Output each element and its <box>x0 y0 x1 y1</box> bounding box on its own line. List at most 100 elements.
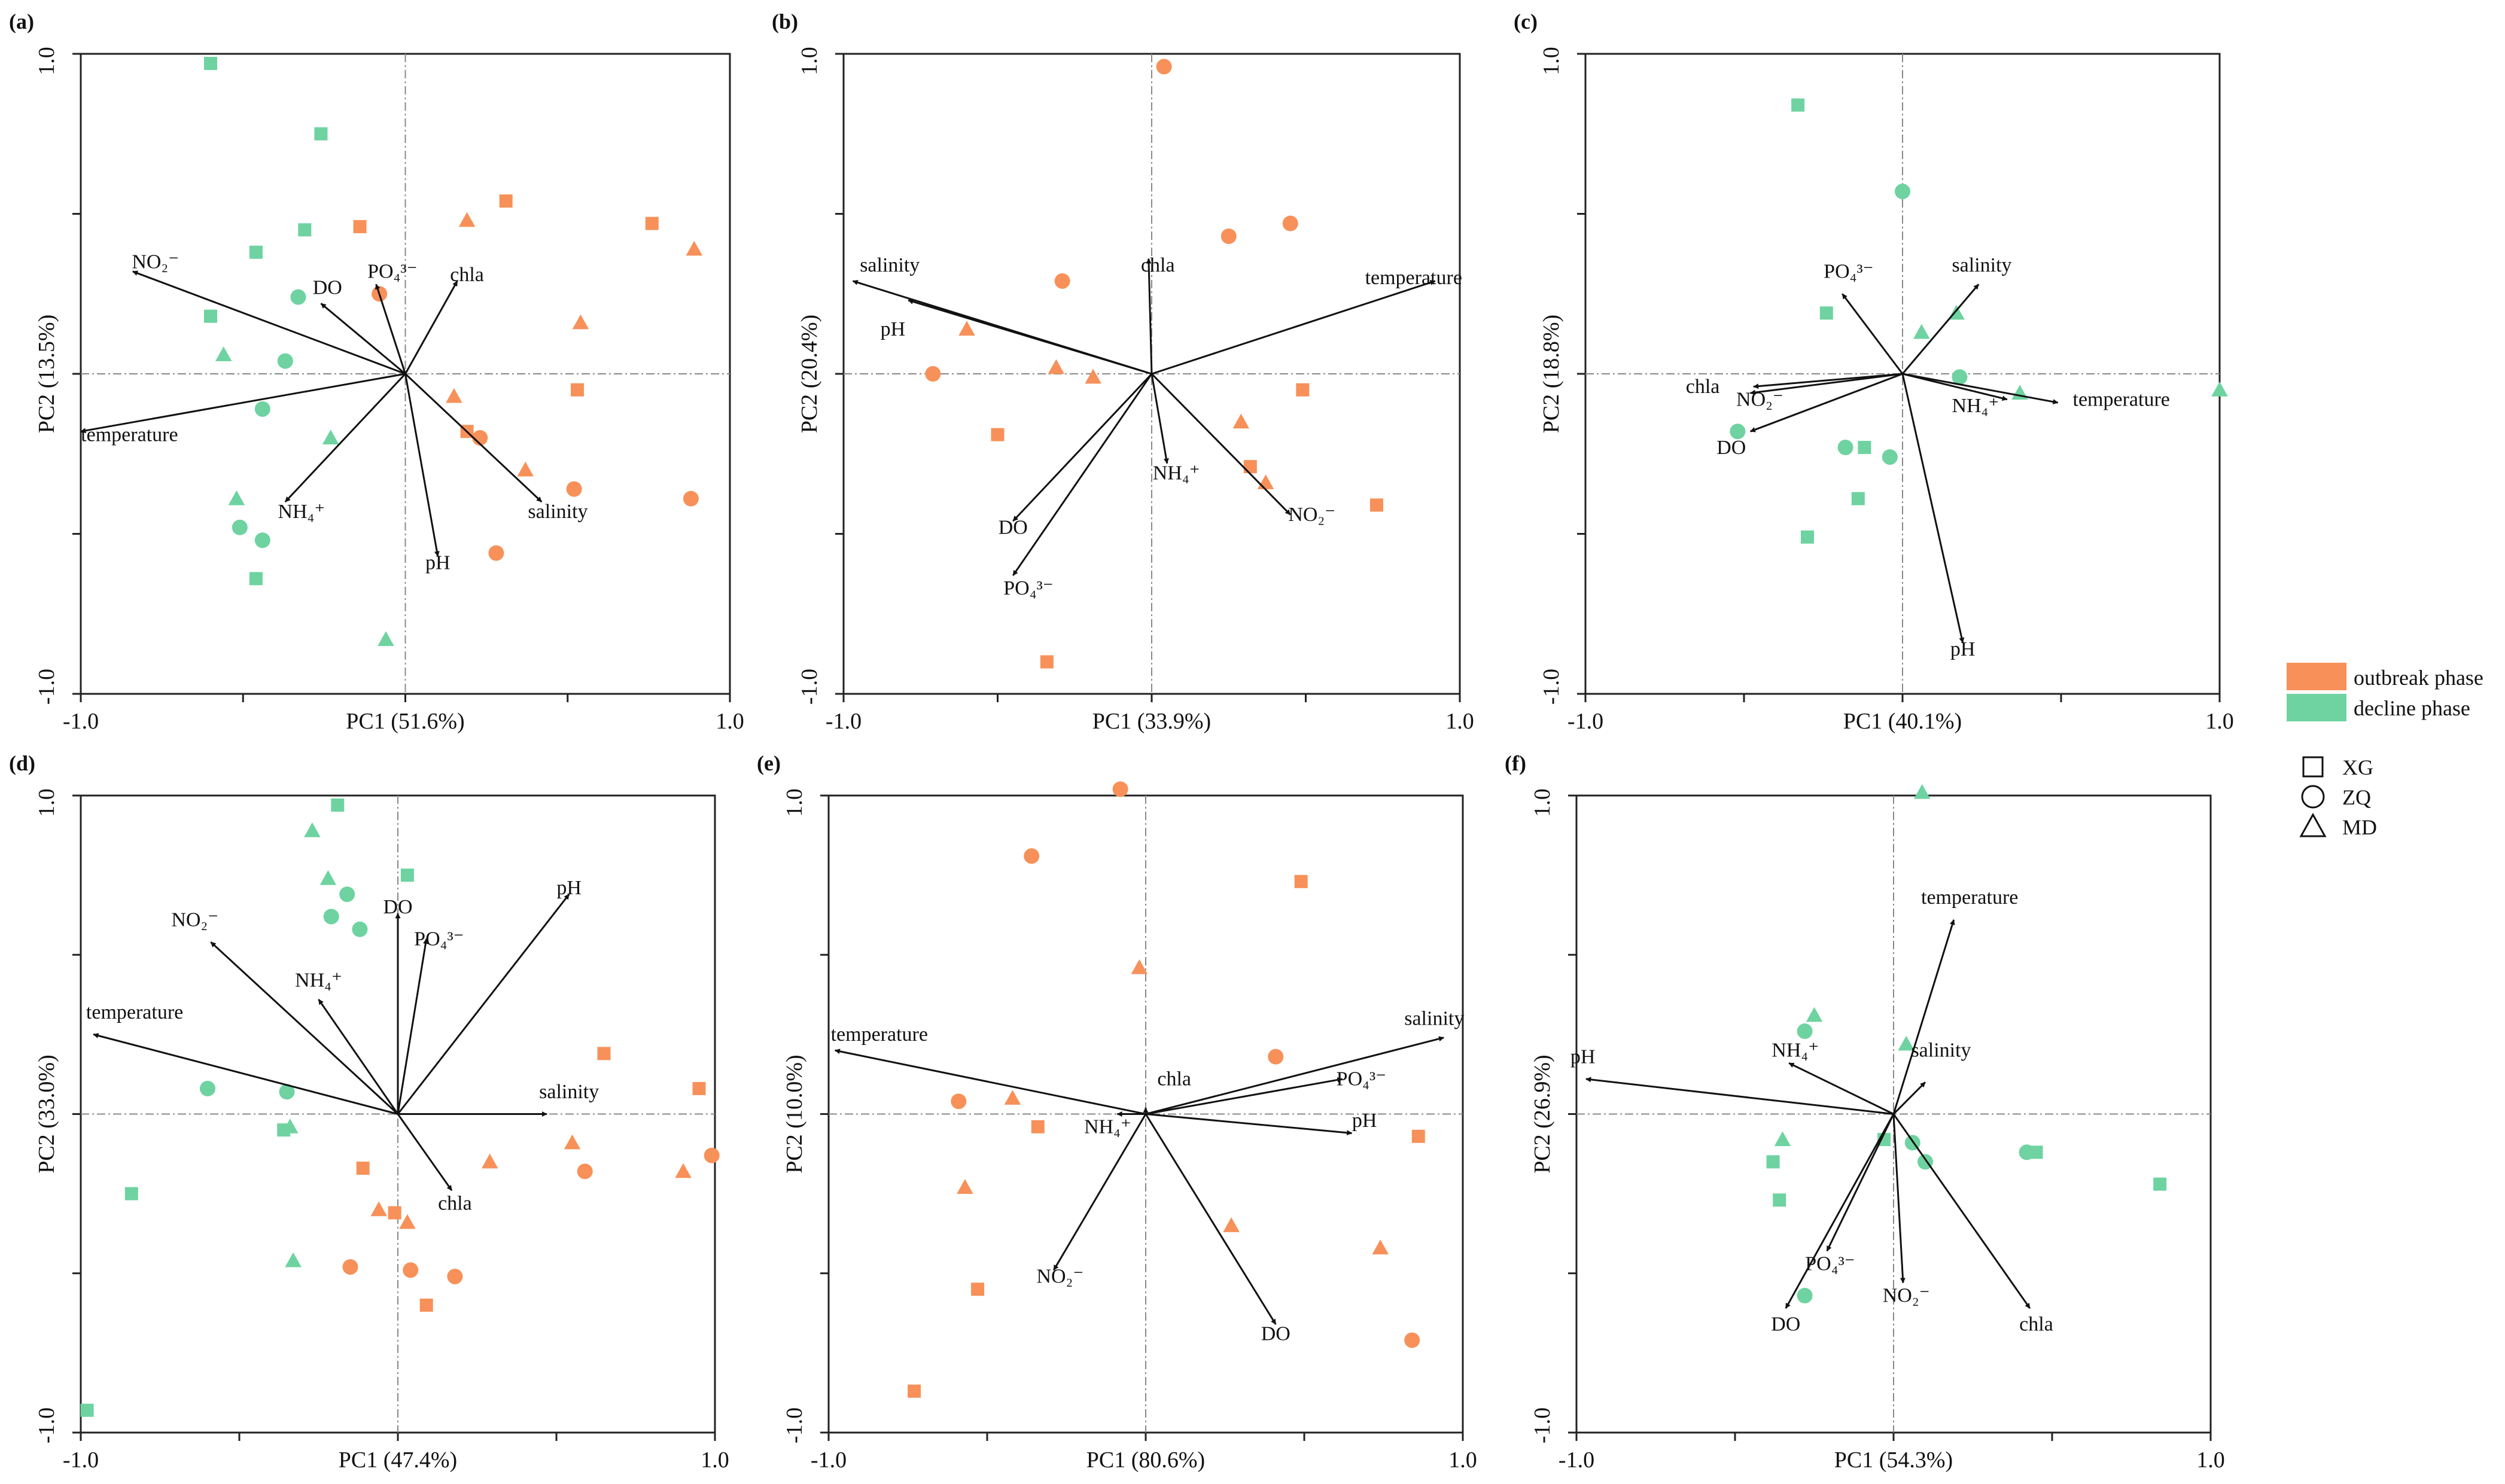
x-tick-label: -1.0 <box>1559 1448 1594 1473</box>
loading-vector <box>404 281 458 374</box>
point-triangle-decline <box>322 429 339 444</box>
point-triangle-outbreak <box>1372 1239 1389 1255</box>
loading-vector <box>1012 373 1153 576</box>
vector-label: NO₂⁻ <box>171 909 218 931</box>
point-square-decline <box>249 245 263 259</box>
panels-layer: (a) -1.0 1.0 1.0 -1.0 PC1 (51.6%) PC2 (13.5%) N… <box>9 10 2234 1473</box>
point-triangle-decline <box>285 1252 302 1267</box>
point-triangle-decline <box>1774 1131 1791 1147</box>
point-square-decline <box>1851 492 1865 505</box>
loading-vector <box>1146 258 1153 374</box>
vector-label: chla <box>450 264 484 286</box>
vector-label: DO <box>999 517 1028 539</box>
point-circle-decline <box>200 1080 215 1096</box>
point-circle-decline <box>339 886 355 903</box>
point-circle-decline <box>1797 1288 1813 1304</box>
point-square-outbreak <box>571 383 585 397</box>
vector-label: pH <box>1570 1046 1596 1068</box>
point-triangle-outbreak <box>675 1163 692 1178</box>
legend: outbreak phase decline phase XG ZQ MD <box>2287 663 2483 839</box>
x-tick-label: -1.0 <box>63 1448 99 1473</box>
y-tick-label: 1.0 <box>34 47 59 75</box>
vector-label: chla <box>1686 376 1720 398</box>
point-square-outbreak <box>419 1299 433 1312</box>
loading-vector <box>320 303 406 375</box>
panel-label: (e) <box>757 751 781 775</box>
point-square-decline <box>204 309 217 323</box>
point-triangle-decline <box>1913 784 1931 799</box>
legend-label-outbreak: outbreak phase <box>2354 666 2483 690</box>
loading-vector <box>1053 1113 1147 1271</box>
point-square-decline <box>314 127 328 141</box>
vector-label: DO <box>313 276 342 298</box>
y-axis-title: PC2 (10.0%) <box>782 1055 807 1173</box>
vector-label: temperature <box>81 423 178 446</box>
legend-marker-circle <box>2301 785 2325 809</box>
legend-swatch-outbreak <box>2287 663 2346 690</box>
point-circle-outbreak <box>1404 1332 1420 1348</box>
loading-vector <box>1585 1077 1894 1115</box>
point-circle-outbreak <box>925 366 941 382</box>
x-tick-label: 1.0 <box>701 1448 729 1473</box>
point-circle-outbreak <box>447 1269 463 1285</box>
point-circle-decline <box>2019 1144 2035 1160</box>
loading-vector <box>93 1033 398 1115</box>
point-triangle-outbreak <box>446 388 462 403</box>
panel-label: (b) <box>772 10 798 33</box>
panel-c: (c) -1.0 1.0 1.0 -1.0 PC1 (40.1%) PC2 (18.8%) P… <box>1514 10 2234 734</box>
vector-label: chla <box>1141 254 1175 276</box>
loading-vector <box>1892 1114 1906 1284</box>
vector-label: chla <box>438 1192 472 1214</box>
vector-label: PO₄³⁻ <box>1824 261 1873 283</box>
point-triangle-outbreak <box>481 1153 498 1169</box>
point-circle-outbreak <box>403 1262 419 1278</box>
point-triangle-decline <box>319 870 337 885</box>
vector-label: PO₄³⁻ <box>414 928 464 950</box>
vector-label: NH₄⁺ <box>278 501 325 523</box>
point-square-outbreak <box>1369 498 1383 512</box>
x-axis-title: PC1 (47.4%) <box>339 1448 457 1473</box>
loading-vector <box>1145 1077 1343 1115</box>
point-circle-outbreak <box>472 430 488 446</box>
vector-label: NH₄⁺ <box>1952 395 1999 417</box>
loading-vector <box>834 1049 1146 1115</box>
loading-vector <box>1749 373 1903 432</box>
point-triangle-outbreak <box>686 240 703 256</box>
panel-f: (f) -1.0 1.0 1.0 -1.0 PC1 (54.3%) PC2 (26.9%) t… <box>1505 751 2225 1473</box>
point-triangle-decline <box>215 346 232 361</box>
point-triangle-decline <box>228 490 245 505</box>
point-circle-decline <box>1730 423 1746 440</box>
point-square-decline <box>1858 441 1871 455</box>
point-circle-outbreak <box>1054 273 1070 289</box>
vector-label: PO₄³⁻ <box>367 261 417 283</box>
point-circle-decline <box>1895 184 1910 200</box>
point-triangle-outbreak <box>572 314 589 330</box>
loading-vector <box>397 938 428 1114</box>
vector-label: pH <box>425 551 451 574</box>
loading-vector <box>397 1113 453 1192</box>
vector-label: PO₄³⁻ <box>1337 1068 1386 1090</box>
y-tick-label: -1.0 <box>782 1407 807 1443</box>
point-circle-outbreak <box>566 481 582 497</box>
vector-label: DO <box>383 896 412 918</box>
point-triangle-outbreak <box>1048 359 1065 374</box>
point-triangle-outbreak <box>957 1179 973 1194</box>
point-circle-outbreak <box>342 1259 358 1275</box>
point-circle-decline <box>323 909 339 925</box>
point-square-outbreak <box>499 194 513 208</box>
point-circle-outbreak <box>1268 1049 1284 1065</box>
x-tick-label: 1.0 <box>2205 709 2234 734</box>
point-square-outbreak <box>597 1047 611 1061</box>
point-triangle-outbreak <box>517 461 534 477</box>
point-triangle-outbreak <box>1004 1090 1021 1105</box>
panel-label: (c) <box>1514 10 1538 33</box>
point-square-decline <box>2153 1177 2167 1191</box>
panel-a: (a) -1.0 1.0 1.0 -1.0 PC1 (51.6%) PC2 (13.5%) N… <box>9 10 744 734</box>
vector-label: pH <box>1352 1110 1377 1132</box>
loading-vector <box>1012 373 1153 522</box>
y-tick-label: -1.0 <box>1530 1407 1555 1443</box>
y-axis-title: PC2 (33.0%) <box>34 1055 59 1173</box>
y-axis-title: PC2 (26.9%) <box>1530 1055 1555 1173</box>
point-triangle-outbreak <box>1232 413 1250 429</box>
loading-vector <box>1145 1113 1353 1136</box>
